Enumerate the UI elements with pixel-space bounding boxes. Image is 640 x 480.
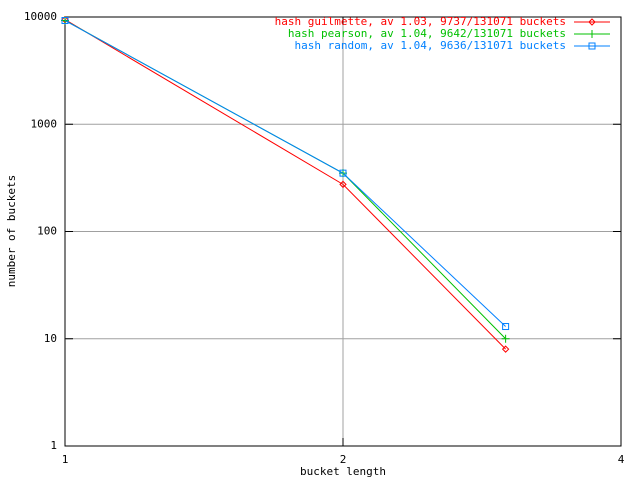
legend-label: hash guilmette, av 1.03, 9737/131071 buc… bbox=[275, 15, 566, 28]
point bbox=[339, 180, 347, 189]
point bbox=[501, 345, 510, 353]
legend-label: hash pearson, av 1.04, 9642/131071 bucke… bbox=[288, 27, 566, 40]
y-tick-label: 1 bbox=[50, 439, 57, 452]
y-tick-label: 100 bbox=[37, 225, 57, 238]
y-tick-label: 10 bbox=[44, 332, 57, 345]
legend-marker bbox=[588, 42, 596, 50]
point bbox=[339, 169, 347, 177]
x-tick-label: 1 bbox=[62, 453, 69, 466]
series-line bbox=[64, 19, 506, 350]
x-tick-label: 4 bbox=[618, 453, 625, 466]
legend-marker bbox=[588, 30, 596, 38]
point bbox=[61, 17, 69, 25]
legend-marker bbox=[588, 18, 596, 26]
y-axis-label: number of buckets bbox=[5, 175, 18, 288]
point bbox=[502, 323, 510, 331]
y-tick-label: 1000 bbox=[31, 117, 58, 130]
series-line bbox=[64, 20, 506, 340]
legend-label: hash random, av 1.04, 9636/131071 bucket… bbox=[294, 39, 566, 52]
y-tick-label: 10000 bbox=[24, 10, 57, 23]
x-tick-label: 2 bbox=[340, 453, 347, 466]
point bbox=[501, 334, 510, 343]
series-line bbox=[64, 20, 506, 327]
x-axis-label: bucket length bbox=[300, 465, 386, 478]
